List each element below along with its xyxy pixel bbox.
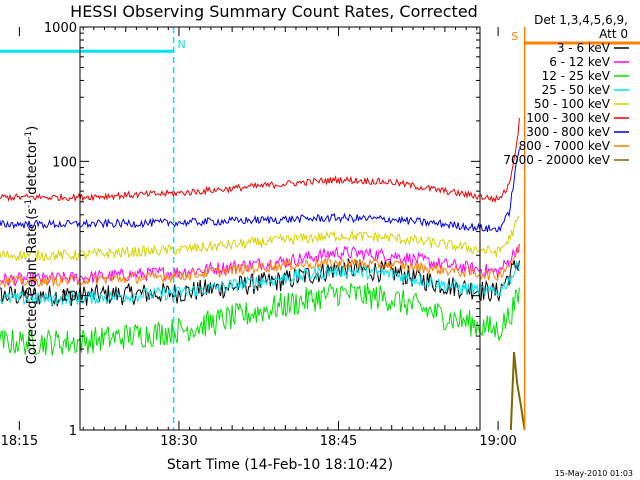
x-tick-label: 19:00 (479, 434, 516, 449)
series-line (0, 261, 520, 306)
legend-label: 300 - 800 keV (526, 125, 610, 139)
legend-title-line-2: Att 0 (599, 27, 628, 41)
x-axis-label: Start Time (14-Feb-10 18:10:42) (167, 457, 393, 473)
series-50-100keV-kev (0, 216, 520, 262)
legend-label: 7000 - 20000 keV (503, 153, 610, 167)
y-tick-label: 1 (69, 424, 77, 439)
chart-title: HESSI Observing Summary Count Rates, Cor… (70, 2, 478, 21)
series-line (0, 244, 520, 288)
y-axis-label: Corrected Count Rate (s-1 detector-1) (24, 126, 40, 364)
series-segment (509, 352, 516, 431)
series-group (0, 117, 526, 431)
x-tick-label: 18:45 (320, 434, 357, 449)
y-tick-label: 10 (60, 290, 77, 305)
series-line (0, 258, 520, 307)
series-line (0, 117, 520, 204)
footer-timestamp: 15-May-2010 01:03 (555, 469, 633, 478)
x-tick-label: 18:15 (1, 434, 38, 449)
legend-label: 50 - 100 keV (534, 97, 611, 111)
legend-title-line-1: Det 1,3,4,5,6,9, (534, 13, 628, 27)
annotation-group: NS (0, 27, 640, 430)
segment-label: S (511, 30, 518, 43)
y-tick-label: 1000 (44, 21, 77, 36)
segment-label: N (177, 38, 185, 51)
legend-label: 3 - 6 keV (557, 41, 611, 55)
legend-label: 100 - 300 keV (526, 111, 610, 125)
series-300-800keV-kev (0, 148, 520, 233)
series-line (0, 148, 520, 233)
plot-frame (79, 26, 481, 431)
series-800-7000keV-kev (0, 244, 520, 288)
series-100-300keV-kev (0, 117, 520, 204)
series-segment (516, 383, 522, 403)
series-12-25keV-kev (0, 282, 520, 356)
axes: 18:1518:3018:4519:0019:1519:3019:4511010… (1, 21, 640, 449)
x-tick-label: 18:30 (160, 434, 197, 449)
legend-label: 6 - 12 keV (549, 55, 611, 69)
series-line (0, 282, 520, 356)
legend-label: 800 - 7000 keV (519, 139, 611, 153)
legend-label: 12 - 25 keV (542, 69, 611, 83)
x-tick-label: 19:15 (639, 434, 640, 449)
legend-label: 25 - 50 keV (542, 83, 611, 97)
series-25-50keV-kev (0, 261, 520, 306)
series-line (0, 216, 520, 262)
series-3-6keV-kev (0, 258, 520, 307)
series-segment (513, 352, 519, 385)
y-tick-label: 100 (52, 155, 77, 170)
